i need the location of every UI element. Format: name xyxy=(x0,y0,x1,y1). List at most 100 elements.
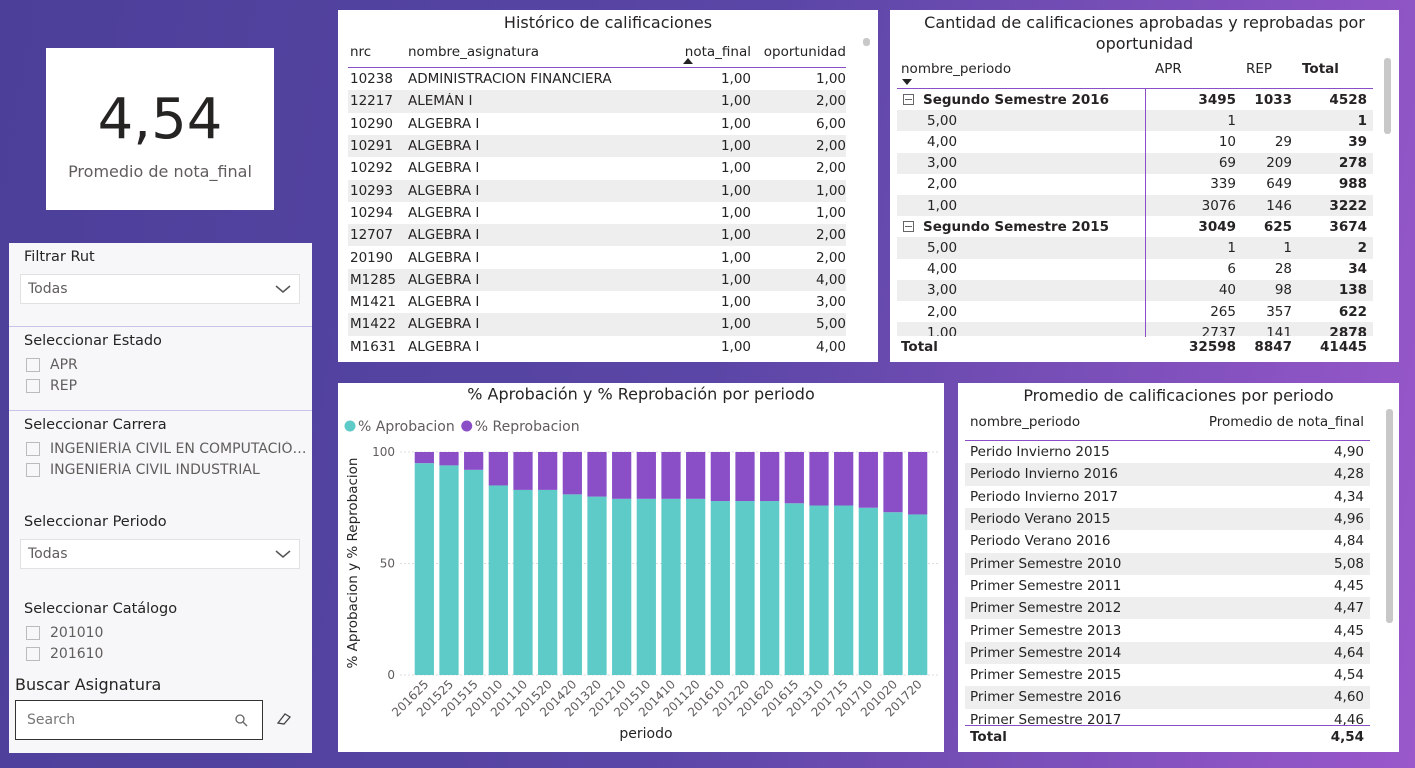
table-cell: 4,90 xyxy=(1333,444,1364,461)
total-line xyxy=(965,725,1370,726)
column-header: Total xyxy=(1302,61,1339,77)
matrix-cell: 625 xyxy=(1263,218,1292,235)
checkbox-option[interactable]: APR xyxy=(26,357,311,373)
table-cell: 4,60 xyxy=(1333,689,1364,706)
header-line xyxy=(348,67,846,68)
matrix-cell: 3076 xyxy=(1201,197,1236,214)
legend-label: % Reprobacion xyxy=(475,419,580,435)
table-cell: 2,00 xyxy=(815,138,846,155)
search-box[interactable]: Search xyxy=(15,700,263,740)
option-label: INGENIERÍA CIVIL EN COMPUTACIÓN... xyxy=(50,441,311,457)
scrollbar[interactable] xyxy=(863,38,870,46)
checkbox xyxy=(26,358,40,372)
total-cell: 41445 xyxy=(1320,339,1367,355)
matrix-cell: 3495 xyxy=(1198,91,1236,108)
table-cell: 2,00 xyxy=(815,249,846,266)
legend-marker xyxy=(461,420,473,432)
row-label: 2,00 xyxy=(927,303,958,320)
table-cell: 10238 xyxy=(350,71,393,88)
collapse-icon[interactable] xyxy=(903,94,914,106)
legend-marker xyxy=(344,420,356,432)
table-header: nombre_periodo Promedio de nota_final xyxy=(965,411,1370,433)
column-header: nombre_periodo xyxy=(970,414,1081,430)
matrix-cell: 278 xyxy=(1338,155,1367,172)
table-cell: ALGEBRA I xyxy=(408,182,480,199)
row-label-cell: 4,00 xyxy=(897,134,1145,150)
scrollbar[interactable] xyxy=(1386,409,1393,623)
table-cell: 1,00 xyxy=(720,204,751,221)
bar-segment xyxy=(809,505,829,675)
table-cell: Periodo Verano 2016 xyxy=(970,533,1111,550)
table-cell: 1,00 xyxy=(720,294,751,311)
matrix-cell: 3049 xyxy=(1198,218,1236,235)
bar-segment xyxy=(710,452,730,502)
matrix-cell: 10 xyxy=(1218,133,1236,150)
checkbox xyxy=(26,442,40,456)
table-cell: 6,00 xyxy=(815,115,846,132)
bar-segment xyxy=(661,498,681,675)
table-cell: 10291 xyxy=(350,138,393,155)
table-row: M1285 ALGEBRA I 1,00 4,00 xyxy=(348,268,846,291)
checkbox-option[interactable]: INGENIERÍA CIVIL EN COMPUTACIÓN... xyxy=(26,441,311,457)
row-label: 4,00 xyxy=(927,261,958,278)
bar-segment xyxy=(439,452,459,466)
matrix-cell: 4528 xyxy=(1329,91,1367,108)
matrix-cell: 339 xyxy=(1210,176,1236,193)
row-label-cell: 2,00 xyxy=(897,304,1145,320)
matrix-cell: 141 xyxy=(1266,324,1292,336)
matrix-cell: 2737 xyxy=(1201,324,1236,336)
table-cell: Periodo Invierno 2016 xyxy=(970,466,1119,483)
bar-segment xyxy=(414,463,434,675)
matrix-row: 4,00 6 28 34 xyxy=(897,259,1373,280)
checkbox-option[interactable]: REP xyxy=(26,378,311,394)
matrix-total: Total 32598 8847 41445 xyxy=(897,337,1373,357)
collapse-icon[interactable] xyxy=(903,221,914,233)
bar-segment xyxy=(636,452,656,499)
chart-card: % Aprobación y % Reprobación por periodo… xyxy=(338,383,944,752)
table-cell: Primer Semestre 2016 xyxy=(970,689,1122,706)
matrix-row: 4,00 10 29 39 xyxy=(897,131,1373,152)
table-cell: 12707 xyxy=(350,227,393,244)
table-cell: 4,45 xyxy=(1333,622,1364,639)
header-line xyxy=(897,88,1373,89)
bar-segment xyxy=(883,512,903,675)
bar-segment xyxy=(513,489,533,675)
bar-segment xyxy=(538,452,558,490)
dropdown[interactable]: Todas xyxy=(20,539,300,569)
bar-segment xyxy=(883,452,903,513)
checkbox-option[interactable]: 201610 xyxy=(26,646,311,662)
checkbox-option[interactable]: INGENIERÍA CIVIL INDUSTRIAL xyxy=(26,462,311,478)
table-cell: 1,00 xyxy=(720,182,751,199)
eraser-icon[interactable] xyxy=(275,711,293,727)
table-row: M1631 ALGEBRA I 1,00 4,00 xyxy=(348,336,846,358)
bar-segment xyxy=(784,503,804,675)
chevron xyxy=(275,550,291,558)
table-row: M1421 ALGEBRA I 1,00 3,00 xyxy=(348,291,846,313)
bar-segment xyxy=(809,452,829,506)
bar-segment xyxy=(760,501,780,675)
dropdown[interactable]: Todas xyxy=(20,274,300,304)
matrix-row: 5,00 1 1 xyxy=(897,110,1373,132)
table-cell: 1,00 xyxy=(720,71,751,88)
scrollbar[interactable] xyxy=(1384,58,1391,134)
matrix-cell: 34 xyxy=(1348,261,1367,278)
table-cell: Perido Invierno 2015 xyxy=(970,444,1110,461)
table-row: 20190 ALGEBRA I 1,00 2,00 xyxy=(348,246,846,268)
bar-segment xyxy=(488,485,508,675)
bar-segment xyxy=(735,501,755,675)
matrix-row: 3,00 69 209 278 xyxy=(897,152,1373,174)
dropdown-value: Todas xyxy=(28,546,68,562)
kpi-value: 4,54 xyxy=(97,87,223,152)
table-body: Perido Invierno 2015 4,90 Periodo Invierno… xyxy=(965,441,1370,725)
bar-segment xyxy=(686,498,706,675)
checkbox-option[interactable]: 201010 xyxy=(26,625,311,641)
chevron xyxy=(275,285,291,293)
bar-segment xyxy=(908,452,928,515)
row-label-cell: 5,00 xyxy=(897,240,1145,256)
matrix-title: Cantidad de calificaciones aprobadas y r… xyxy=(924,13,1365,53)
bar-segment xyxy=(858,507,878,675)
search-icon xyxy=(235,714,248,727)
table-row: Primer Semestre 2011 4,45 xyxy=(965,575,1370,597)
checkbox xyxy=(26,463,40,477)
table-total: Total 4,54 xyxy=(965,727,1370,747)
